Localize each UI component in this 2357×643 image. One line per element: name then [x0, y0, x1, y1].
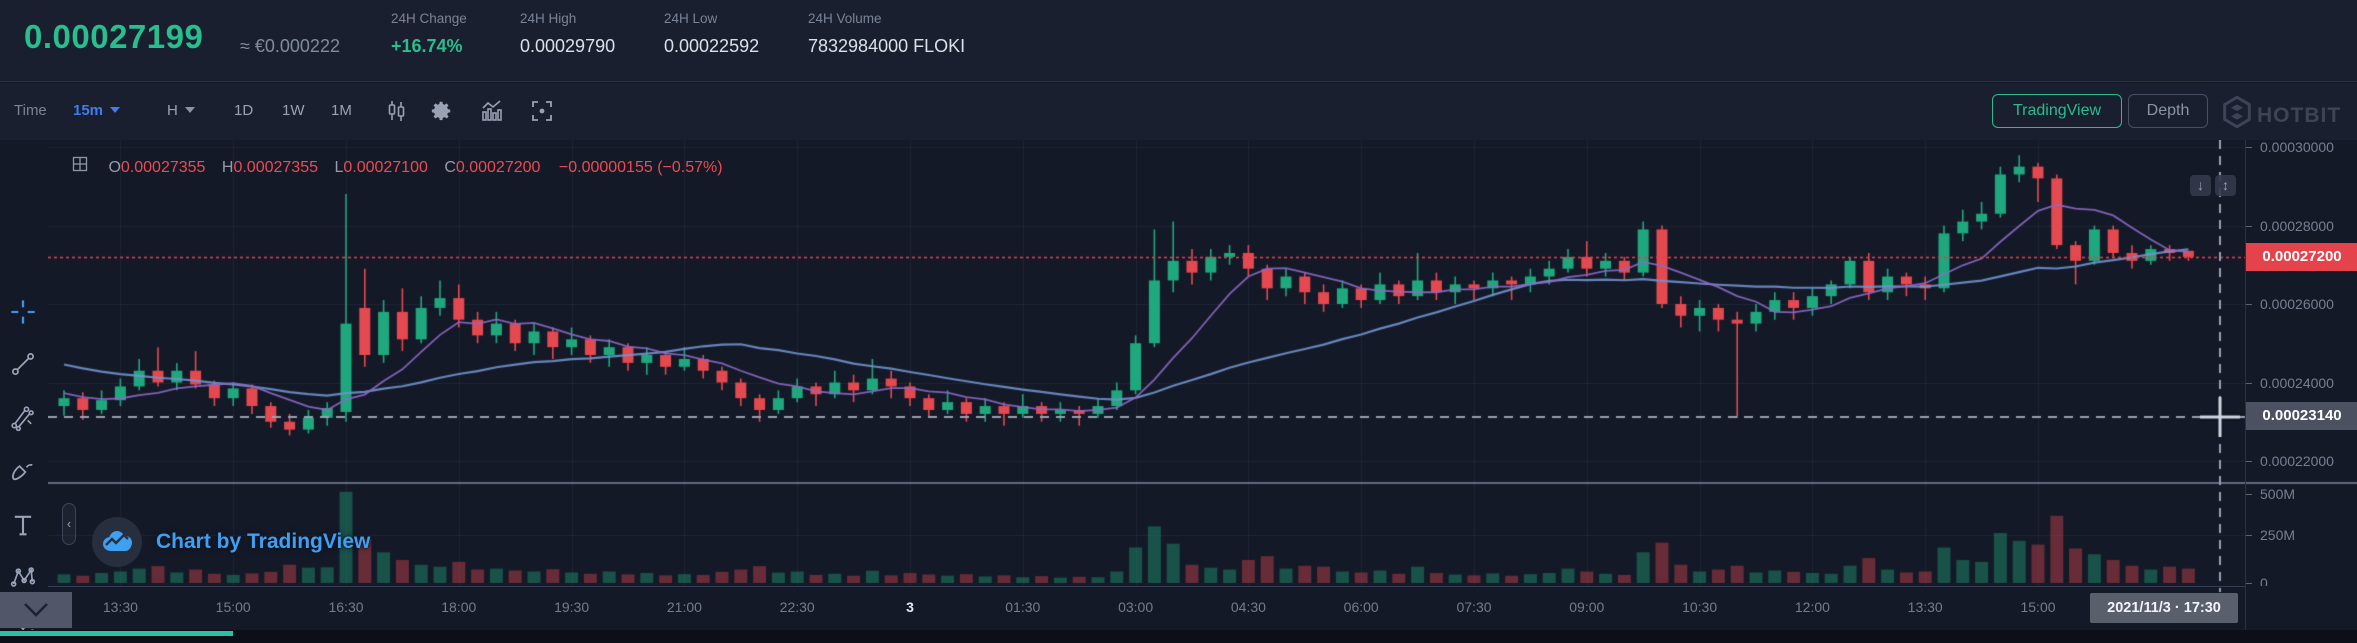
time-tick-label: 01:30	[1005, 599, 1041, 615]
chevron-down-icon	[24, 603, 48, 617]
time-tick-label: 3	[906, 599, 914, 615]
axis-tick-mark	[2246, 225, 2252, 227]
axis-tick-mark	[2246, 461, 2252, 462]
close-label: C	[444, 159, 456, 176]
time-tick-label: 09:00	[1569, 599, 1605, 615]
time-tick-label: 03:00	[1118, 599, 1154, 615]
high-value: 0.00027355	[233, 159, 318, 176]
chevron-down-icon	[110, 107, 121, 113]
price-tick-label: 0.00026000	[2260, 296, 2334, 312]
interval-1w[interactable]: 1W	[282, 102, 305, 119]
price-tick-label: 0.00028000	[2260, 217, 2334, 234]
hotbit-logo: HOTBIT	[2222, 95, 2342, 129]
chevron-down-icon	[184, 107, 195, 113]
time-tick-label: 07:30	[1456, 599, 1492, 615]
loading-progress-bar	[0, 631, 233, 636]
watermark-text: Chart by TradingView	[156, 530, 371, 553]
time-tick-label: 15:00	[215, 599, 251, 615]
time-tick-label: 18:00	[441, 599, 477, 615]
auto-scale-button[interactable]: ↕	[2215, 175, 2236, 196]
open-value: 0.00027355	[120, 159, 206, 176]
time-tick-label: 06:00	[1343, 599, 1379, 615]
low-label: L	[334, 159, 344, 176]
scroll-down-button[interactable]: ↓	[2190, 175, 2211, 196]
axis-tick-mark	[2246, 494, 2252, 495]
axis-tick-mark	[2246, 583, 2252, 584]
volume-tick-label: 0	[2260, 575, 2268, 591]
fullscreen-icon[interactable]	[530, 99, 554, 123]
last-price: 0.00027199	[24, 18, 204, 55]
interval-select-active[interactable]: 15m	[73, 102, 121, 119]
axis-tick-mark	[2246, 304, 2252, 305]
text-tool-icon[interactable]	[9, 511, 37, 539]
time-tick-label: 13:30	[102, 599, 138, 615]
last-price-tag: 0.00027200	[2246, 242, 2357, 271]
volume-tick-label: 500M	[2260, 486, 2296, 502]
brand-name: HOTBIT	[2257, 104, 2342, 127]
interval-select-hours[interactable]: H	[167, 102, 195, 119]
candle-change: −0.00000155 (−0.57%)	[558, 159, 723, 176]
time-tick-label: 04:30	[1230, 599, 1266, 615]
hotbit-logo-icon	[2223, 95, 2251, 129]
candlestick-chart-canvas[interactable]	[48, 140, 2357, 630]
open-label: O	[108, 159, 121, 176]
brush-tool-icon[interactable]	[9, 458, 37, 486]
candles-style-icon[interactable]	[384, 99, 408, 123]
indicators-icon[interactable]	[480, 99, 504, 123]
interval-1m[interactable]: 1M	[331, 102, 352, 119]
time-label: Time	[14, 102, 47, 119]
axis-corner	[2245, 586, 2357, 630]
crosshair-date-tag: 2021/11/3 · 17:30	[2090, 593, 2238, 623]
time-tick-label: 21:00	[666, 599, 702, 615]
time-tick-label: 12:00	[1794, 599, 1830, 615]
xabcd-pattern-tool-icon[interactable]	[9, 563, 37, 591]
time-tick-label: 10:30	[1682, 599, 1718, 615]
price-tick-label: 0.00024000	[2260, 374, 2334, 391]
drawing-tools-sidebar	[0, 140, 48, 643]
trend-line-tool-icon[interactable]	[9, 350, 37, 378]
compare-grid-icon	[72, 156, 88, 176]
price-axis[interactable]: 0.00027200 0.00023140 0.00030000 0.000280…	[2245, 139, 2357, 630]
tradingview-watermark[interactable]: Chart by TradingView	[92, 517, 370, 567]
timezone-chevron-box[interactable]	[0, 592, 72, 628]
bottom-strip	[0, 630, 2357, 643]
time-tick-label: 13:30	[1907, 599, 1943, 615]
time-tick-label: 16:30	[328, 599, 364, 615]
volume-tick-label: 250M	[2260, 527, 2296, 543]
time-tick-label: 19:30	[554, 599, 590, 615]
tradingview-logo-icon	[92, 517, 142, 567]
time-tick-label: 22:30	[779, 599, 815, 615]
low-value: 0.00027100	[343, 159, 428, 176]
axis-tick-mark	[2246, 147, 2252, 148]
tradingview-mode-button[interactable]: TradingView	[1992, 94, 2122, 128]
time-axis[interactable]: 2021/11/3 · 17:30 13:30 15:00 16:30 18:00 19…	[48, 586, 2357, 630]
price-tick-label: 0.00030000	[2260, 139, 2334, 155]
time-tick-label: 15:00	[2020, 599, 2056, 615]
ohlc-legend: O0.00027355 H0.00027355 L0.00027100 C0.0…	[72, 156, 723, 177]
gann-fib-tool-icon[interactable]	[9, 404, 37, 432]
interval-1d[interactable]: 1D	[234, 102, 254, 119]
crosshair-tool-icon[interactable]	[9, 298, 37, 326]
chart-toolbar: Time 15m H 1D 1W 1M TradingView Depth HO…	[0, 83, 2357, 140]
high-label: H	[221, 159, 234, 176]
pair-stats-header: 0.00027199 ≈ €0.000222 24H Change +16.74…	[0, 0, 2357, 82]
axis-tick-mark	[2246, 382, 2252, 384]
axis-tick-mark	[2246, 535, 2252, 536]
gear-icon[interactable]	[430, 99, 454, 123]
depth-mode-button[interactable]: Depth	[2128, 94, 2208, 128]
crosshair-price-tag: 0.00023140	[2246, 402, 2357, 431]
close-value: 0.00027200	[455, 159, 541, 176]
fiat-approx-price: ≈ €0.000222	[240, 36, 340, 56]
price-tick-label: 0.00022000	[2260, 453, 2334, 469]
